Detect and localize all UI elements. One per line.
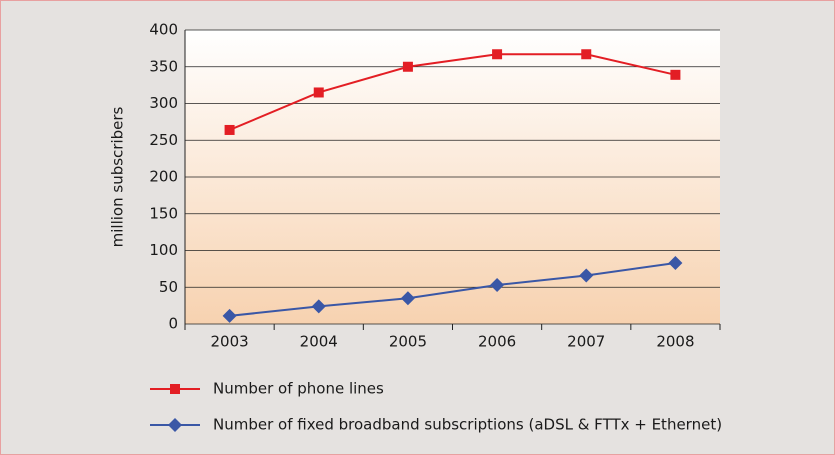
y-tick-label: 100 <box>149 241 178 259</box>
y-tick-label: 50 <box>159 278 178 296</box>
marker <box>492 49 503 60</box>
x-tick-label: 2006 <box>478 333 516 351</box>
y-tick-label: 200 <box>149 168 178 186</box>
marker <box>400 291 415 306</box>
y-tick-label: 400 <box>149 21 178 39</box>
x-tick-label: 2003 <box>210 333 248 351</box>
x-tick-label: 2008 <box>656 333 694 351</box>
marker <box>313 87 324 98</box>
marker <box>668 255 683 270</box>
marker <box>490 278 505 293</box>
marker <box>581 49 592 60</box>
x-tick-label: 2005 <box>389 333 427 351</box>
x-tick-label: 2007 <box>567 333 605 351</box>
y-axis-label: million subscribers <box>109 106 127 247</box>
series-line <box>229 262 676 317</box>
marker <box>224 124 235 135</box>
marker <box>311 299 326 314</box>
y-tick-label: 300 <box>149 94 178 112</box>
legend-label: Number of phone lines <box>213 380 384 398</box>
y-tick-label: 350 <box>149 57 178 75</box>
legend-label: Number of fixed broadband subscriptions … <box>213 416 722 434</box>
marker <box>222 308 237 323</box>
y-tick-label: 150 <box>149 204 178 222</box>
series-line <box>229 53 676 131</box>
marker <box>670 69 681 80</box>
x-tick-label: 2004 <box>300 333 338 351</box>
marker <box>170 384 180 394</box>
marker <box>402 61 413 72</box>
marker <box>579 268 594 283</box>
y-tick-label: 250 <box>149 131 178 149</box>
marker <box>168 418 182 432</box>
y-tick-label: 0 <box>168 315 178 333</box>
